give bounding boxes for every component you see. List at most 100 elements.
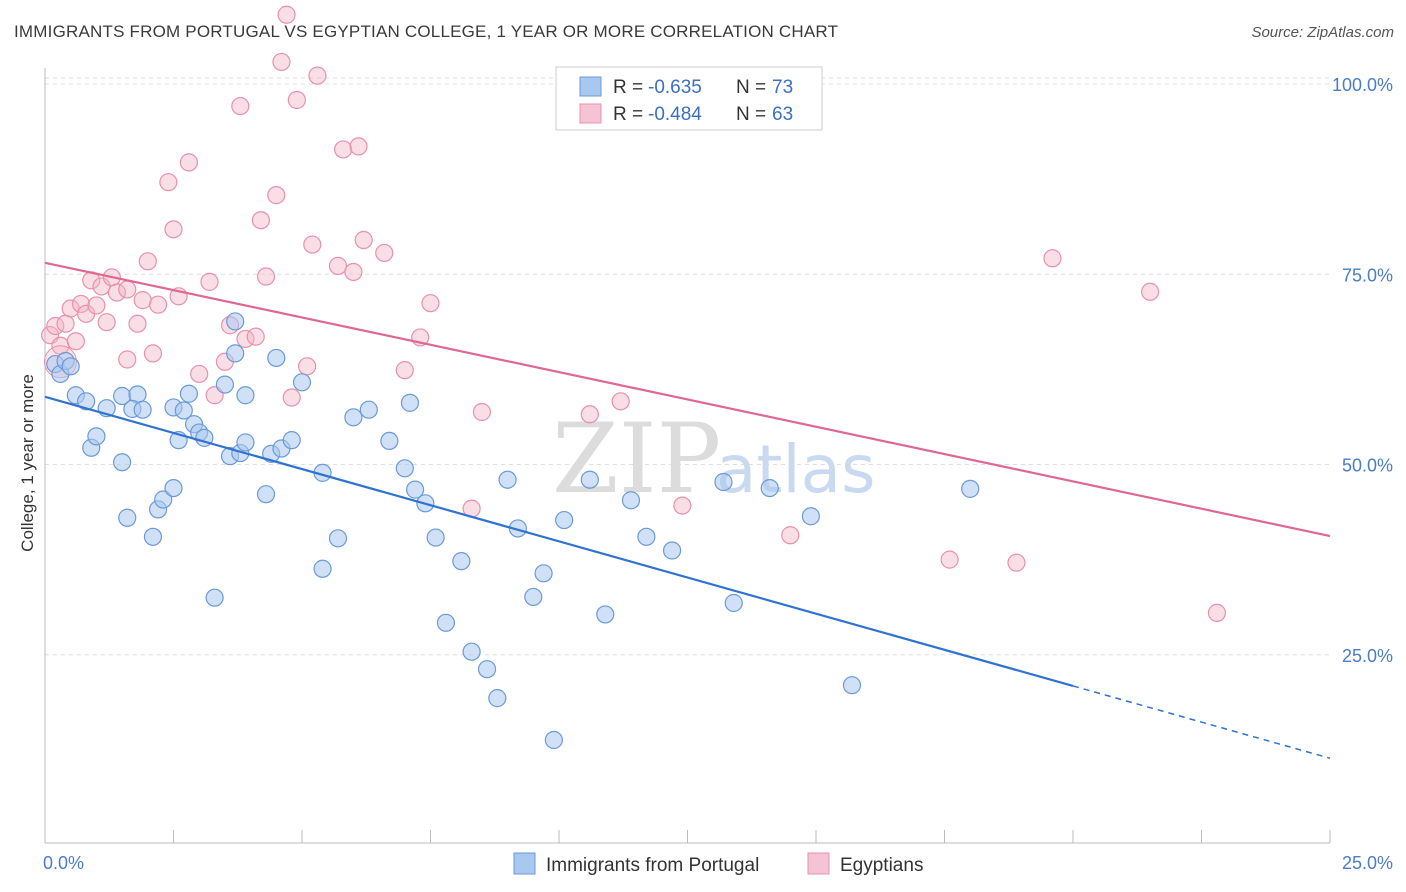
portugal-point [256, 485, 276, 504]
egyptians-point [395, 361, 414, 380]
trend-lines [44, 261, 1331, 759]
egyptians-point [781, 526, 800, 545]
egyptians-point [1140, 282, 1160, 301]
portugal-point [596, 605, 615, 624]
portugal-point [226, 344, 245, 363]
watermark-atlas: atlas [716, 431, 876, 508]
egyptians-point [231, 96, 250, 116]
egyptians-point [580, 405, 599, 424]
portugal-point [662, 541, 682, 560]
portugal-point [400, 393, 420, 412]
portugal-point [580, 470, 599, 489]
egyptians-point [349, 137, 368, 156]
egyptians-trend-line [44, 261, 1331, 538]
portugal-point [395, 459, 414, 478]
egyptians-point [71, 294, 91, 314]
portugal-point [174, 401, 193, 420]
x-tick-label-start: 0.0% [43, 853, 84, 873]
portugal-point [714, 472, 733, 492]
egyptians-point [287, 90, 306, 110]
egyptians-point [267, 186, 286, 205]
portugal-points [46, 312, 980, 750]
bottom-legend-swatch-portugal [513, 852, 536, 875]
portugal-point [452, 552, 471, 571]
egyptians-point [1043, 249, 1062, 268]
egyptians-point [118, 350, 137, 369]
y-tick-label: 25.0% [1342, 646, 1393, 666]
portugal-point [61, 357, 80, 376]
portugal-point [112, 453, 132, 472]
chart-title: IMMIGRANTS FROM PORTUGAL VS EGYPTIAN COL… [14, 22, 839, 41]
egyptians-point [138, 252, 157, 271]
portugal-point [534, 564, 553, 583]
egyptians-point [87, 296, 106, 315]
egyptians-point [251, 211, 270, 230]
bottom-legend-swatch-egyptians [807, 852, 830, 875]
portugal-point [313, 559, 332, 578]
egyptians-point [298, 357, 317, 376]
y-tick-label: 75.0% [1342, 265, 1393, 285]
legend-r-label-2: R = [613, 104, 643, 125]
portugal-point [292, 373, 312, 392]
egyptians-point [159, 173, 178, 192]
portugal-point [462, 642, 481, 661]
egyptians-point [164, 220, 183, 239]
egyptians-point [334, 140, 353, 159]
egyptians-point [328, 256, 348, 275]
egyptians-point [421, 294, 440, 313]
correlation-legend: R = -0.635 N = 73 R = -0.484 N = 63 [555, 66, 823, 131]
egyptians-point [1207, 603, 1227, 622]
portugal-point [488, 689, 507, 708]
portugal-point [801, 507, 820, 526]
egyptians-point [611, 392, 630, 411]
portugal-point [621, 491, 641, 510]
legend-r-value-1: -0.635 [648, 77, 702, 98]
y-tick-label: 100.0% [1332, 75, 1393, 95]
portugal-point [236, 386, 255, 405]
portugal-point [344, 408, 363, 427]
egyptians-point [143, 344, 163, 363]
portugal-point [77, 392, 96, 411]
portugal-point [524, 587, 543, 607]
egyptians-point [303, 235, 322, 254]
portugal-trend-extension [1072, 685, 1331, 759]
y-tick-label: 50.0% [1342, 456, 1393, 476]
portugal-trend-line [44, 395, 1074, 688]
portugal-point [118, 508, 137, 527]
y-tick-labels: 25.0% 50.0% 75.0% 100.0% [1332, 75, 1393, 666]
legend-n-value-2: 63 [772, 104, 793, 125]
legend-n-label-2: N = [736, 104, 766, 125]
portugal-point [267, 348, 286, 368]
egyptians-point [277, 5, 296, 24]
legend-r-label-1: R = [613, 77, 643, 98]
portugal-point [405, 480, 425, 499]
legend-n-value-1: 73 [772, 77, 793, 98]
egyptians-point [344, 262, 363, 282]
egyptians-point [118, 280, 137, 299]
portugal-point [164, 478, 183, 498]
legend-swatch-blue [579, 76, 602, 97]
egyptians-point [308, 66, 327, 85]
portugal-point [436, 613, 456, 632]
portugal-point [143, 527, 163, 546]
legend-r-value-2: -0.484 [648, 104, 702, 125]
portugal-point [359, 400, 378, 419]
y-axis-label: College, 1 year or more [18, 374, 37, 552]
portugal-point [282, 431, 301, 450]
axes [44, 68, 1331, 844]
portugal-point [205, 588, 224, 607]
x-tick-labels: 0.0% 25.0% [43, 853, 1393, 873]
portugal-point [544, 730, 563, 750]
egyptians-point [92, 277, 111, 296]
watermark: ZIP atlas [552, 403, 876, 515]
egyptians-point [97, 313, 116, 332]
egyptians-point [56, 314, 75, 333]
portugal-point [215, 375, 234, 394]
portugal-point [154, 490, 173, 509]
egyptians-point [200, 272, 219, 291]
egyptians-point [179, 153, 199, 172]
portugal-point [133, 400, 152, 419]
legend-swatch-pink [579, 103, 602, 124]
egyptians-point [673, 496, 692, 515]
